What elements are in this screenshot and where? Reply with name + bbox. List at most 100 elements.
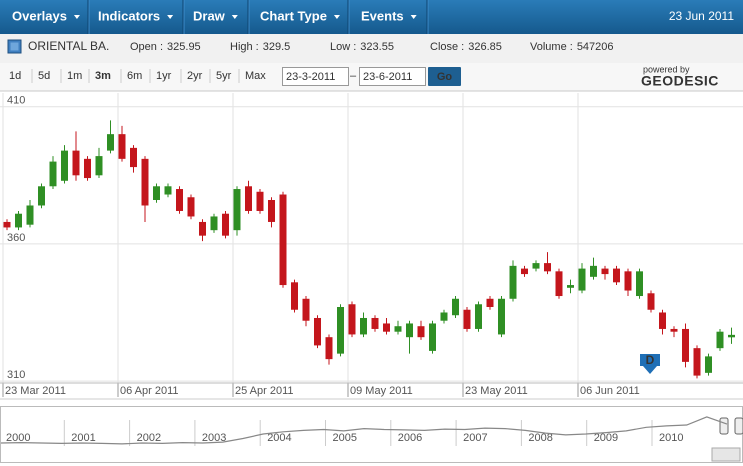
x-tick-label: 23 May 2011 [465, 385, 528, 397]
menu-item[interactable]: Events [361, 8, 404, 23]
candle-body [532, 263, 540, 269]
navigator-year: 2002 [137, 432, 161, 444]
candle-body [613, 268, 620, 283]
y-tick-label: 360 [7, 232, 25, 244]
candle-body [728, 334, 735, 338]
candle-body [233, 189, 241, 231]
candle-body [463, 309, 471, 329]
candle-body [61, 150, 68, 181]
range-button[interactable]: 5d [38, 70, 50, 82]
info-value: 326.85 [468, 41, 502, 53]
navigator-scroll[interactable] [711, 447, 741, 462]
navigator-year: 2010 [659, 432, 683, 444]
candle-body [49, 161, 57, 187]
range-button[interactable]: 2yr [187, 70, 203, 82]
navigator-year: 2004 [267, 432, 291, 444]
menu-item[interactable]: Indicators [98, 8, 160, 23]
navigator-year: 2005 [333, 432, 357, 444]
candle-body [394, 326, 402, 332]
menu-item[interactable]: Overlays [12, 8, 67, 23]
candle-body [199, 221, 206, 236]
info-label: Volume : [530, 41, 573, 53]
candle-body [383, 323, 390, 332]
navigator-year: 2008 [528, 432, 552, 444]
candle-body [302, 298, 310, 321]
navigator-year: 2001 [71, 432, 95, 444]
navigator-year: 2006 [398, 432, 422, 444]
candle-body [417, 326, 425, 338]
candle-body [222, 213, 229, 236]
range-button[interactable]: 1yr [156, 70, 172, 82]
x-tick-label: 06 Jun 2011 [580, 385, 640, 397]
navigator-year: 2007 [463, 432, 487, 444]
info-label: Low : [330, 41, 356, 53]
candle-body [187, 197, 195, 217]
navigator-handle[interactable] [734, 417, 743, 435]
candle-body [659, 312, 666, 329]
candle-body [164, 186, 172, 195]
candle-body [590, 265, 597, 277]
info-label: High : [230, 41, 259, 53]
go-button[interactable] [428, 67, 461, 86]
range-button[interactable]: 1d [9, 70, 21, 82]
x-tick-label: 25 Apr 2011 [235, 385, 294, 397]
info-value: 329.5 [263, 41, 291, 53]
candle-body [475, 304, 482, 329]
range-button[interactable]: 3m [95, 70, 111, 82]
candle-body [130, 147, 137, 168]
range-button[interactable]: Max [245, 70, 266, 82]
candle-body [682, 328, 689, 362]
candle-body [314, 317, 321, 346]
navigator-year: 2003 [202, 432, 226, 444]
candle-body [3, 221, 11, 228]
date-input[interactable] [359, 67, 426, 86]
candle-body [670, 328, 678, 332]
x-tick-label: 09 May 2011 [350, 385, 413, 397]
candle-body [693, 348, 701, 376]
navigator-frame [0, 406, 743, 463]
symbol-name: ORIENTAL BA. [28, 39, 109, 53]
candle-body [153, 186, 160, 201]
candle-body [210, 216, 218, 231]
symbol-icon-inner [10, 42, 19, 51]
menu-bar [0, 0, 743, 34]
candle-body [245, 186, 252, 211]
info-label: Close : [430, 41, 464, 53]
candle-body [256, 191, 264, 211]
navigator-handle[interactable] [719, 417, 729, 435]
range-button[interactable]: 1m [67, 70, 82, 82]
y-tick-label: 410 [7, 95, 25, 107]
event-label: D [646, 353, 655, 367]
candle-body [601, 268, 609, 275]
candle-body [72, 150, 80, 176]
candle-body [176, 189, 183, 211]
candle-body [26, 205, 34, 225]
menu-arrow [73, 15, 80, 19]
brand: GEODESIC [641, 73, 719, 89]
candle-body [15, 213, 22, 228]
date-from: 23-3-2011 [286, 71, 335, 83]
menu-item[interactable]: Chart Type [260, 8, 327, 23]
candle-body [406, 323, 413, 338]
info-bar [0, 34, 743, 63]
event-marker[interactable] [640, 354, 660, 374]
candle-body [440, 312, 448, 321]
x-tick-label: 06 Apr 2011 [120, 385, 179, 397]
range-button[interactable]: 5yr [216, 70, 232, 82]
menu-date: 23 Jun 2011 [669, 9, 734, 23]
x-tick-label: 23 Mar 2011 [5, 385, 66, 397]
candle-body [337, 307, 344, 354]
candle-body [716, 331, 724, 349]
menu-arrow [333, 15, 340, 19]
navigator-year: 2009 [594, 432, 618, 444]
menu-item[interactable]: Draw [193, 8, 226, 23]
date-to: 23-6-2011 [363, 71, 412, 83]
candle-body [636, 271, 643, 297]
date-input[interactable] [282, 67, 349, 86]
range-button[interactable]: 6m [127, 70, 142, 82]
y-tick-label: 310 [7, 369, 25, 381]
candle-body [371, 317, 379, 329]
candle-body [38, 186, 45, 206]
go-label: Go [437, 71, 453, 83]
